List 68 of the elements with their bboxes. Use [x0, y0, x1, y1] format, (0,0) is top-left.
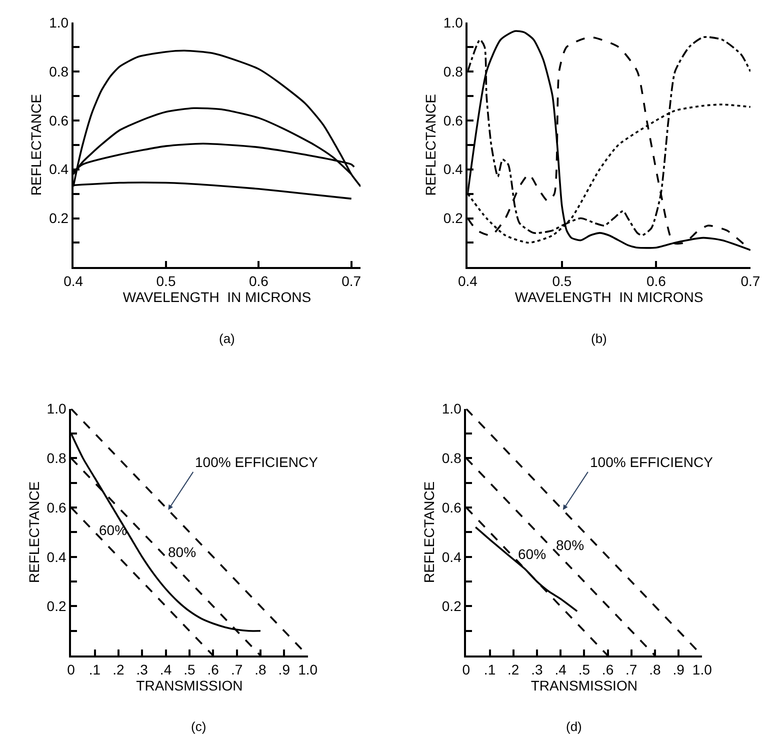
y-tick-label: 0.2 [46, 598, 66, 614]
x-tick-label: .3 [136, 661, 148, 678]
y-tick-label: 0.4 [443, 161, 464, 178]
y-tick-label: 0.6 [46, 499, 66, 516]
text: (a) [219, 331, 235, 346]
y-axis-title: REFLECTANCE [421, 481, 437, 583]
y-tick-label: 1.0 [46, 400, 66, 417]
y-tick-label: 0.2 [443, 210, 464, 226]
x-tick-label: .4 [554, 661, 567, 678]
x-tick-label: 0 [67, 661, 76, 678]
y-axis-title: REFLECTANCE [422, 94, 439, 196]
y-tick-label: 0.6 [442, 499, 462, 516]
y-tick-label: 0.2 [442, 598, 462, 614]
y-tick-label: 1.0 [49, 14, 69, 30]
x-tick-label: 0.6 [248, 272, 269, 289]
text: (c) [191, 719, 206, 734]
y-tick-label: 0.4 [46, 548, 66, 565]
x-tick-label: .5 [578, 661, 590, 678]
x-tick-label: .3 [531, 661, 544, 678]
y-tick-label: 0.8 [49, 63, 69, 80]
y-tick-label: 0.4 [442, 548, 462, 565]
annotation: 100% EFFICIENCY [590, 454, 714, 470]
x-tick-label: .9 [278, 661, 290, 678]
annotation: 100% EFFICIENCY [195, 454, 319, 470]
annotation: 80% [556, 537, 584, 553]
x-tick-label: .2 [508, 661, 520, 678]
x-tick-label: .6 [207, 661, 220, 678]
x-tick-label: .1 [484, 661, 496, 678]
y-tick-label: 1.0 [442, 400, 462, 417]
y-tick-label: 0.8 [46, 450, 66, 466]
x-tick-label: .1 [88, 661, 101, 678]
y-tick-label: 0.6 [49, 112, 69, 128]
x-tick-label: .8 [254, 661, 267, 678]
text: (b) [591, 331, 607, 346]
x-tick-label: 1.0 [692, 661, 712, 678]
x-tick-label: 0.7 [740, 272, 760, 289]
y-axis-title: REFLECTANCE [26, 481, 42, 583]
x-tick-label: 0.5 [552, 272, 572, 289]
x-axis-title: WAVELENGTH IN MICRONS [514, 288, 704, 305]
text: (d) [566, 719, 582, 734]
x-tick-label: .7 [230, 661, 243, 678]
y-tick-label: 0.6 [443, 112, 464, 128]
x-tick-label: 0 [462, 661, 470, 678]
x-tick-label: .4 [160, 661, 172, 678]
x-tick-label: .8 [649, 661, 662, 678]
y-tick-label: 1.0 [443, 14, 464, 30]
y-axis-title: REFLECTANCE [28, 94, 44, 196]
y-tick-label: 0.8 [442, 450, 462, 466]
x-tick-label: .7 [626, 661, 638, 678]
y-tick-label: 0.4 [49, 161, 69, 178]
x-tick-label: 0.4 [458, 272, 478, 289]
annotation: 80% [168, 544, 196, 560]
x-tick-label: .5 [184, 661, 196, 678]
annotation: 60% [518, 546, 546, 562]
x-tick-label: 1.0 [298, 661, 318, 678]
x-axis-title: WAVELENGTH IN MICRONS [122, 288, 312, 305]
x-tick-label: .2 [112, 661, 124, 678]
x-axis-title: TRANSMISSION [530, 677, 638, 694]
x-tick-label: 0.4 [64, 272, 84, 289]
x-tick-label: 0.7 [342, 272, 362, 289]
x-tick-label: 0.5 [156, 272, 176, 289]
x-tick-label: 0.6 [646, 272, 666, 289]
y-tick-label: 0.8 [443, 63, 464, 80]
x-tick-label: .6 [602, 661, 614, 678]
x-tick-label: .9 [672, 661, 685, 678]
x-axis-title: TRANSMISSION [136, 677, 243, 694]
y-tick-label: 0.2 [49, 210, 69, 226]
annotation: 60% [99, 522, 128, 538]
